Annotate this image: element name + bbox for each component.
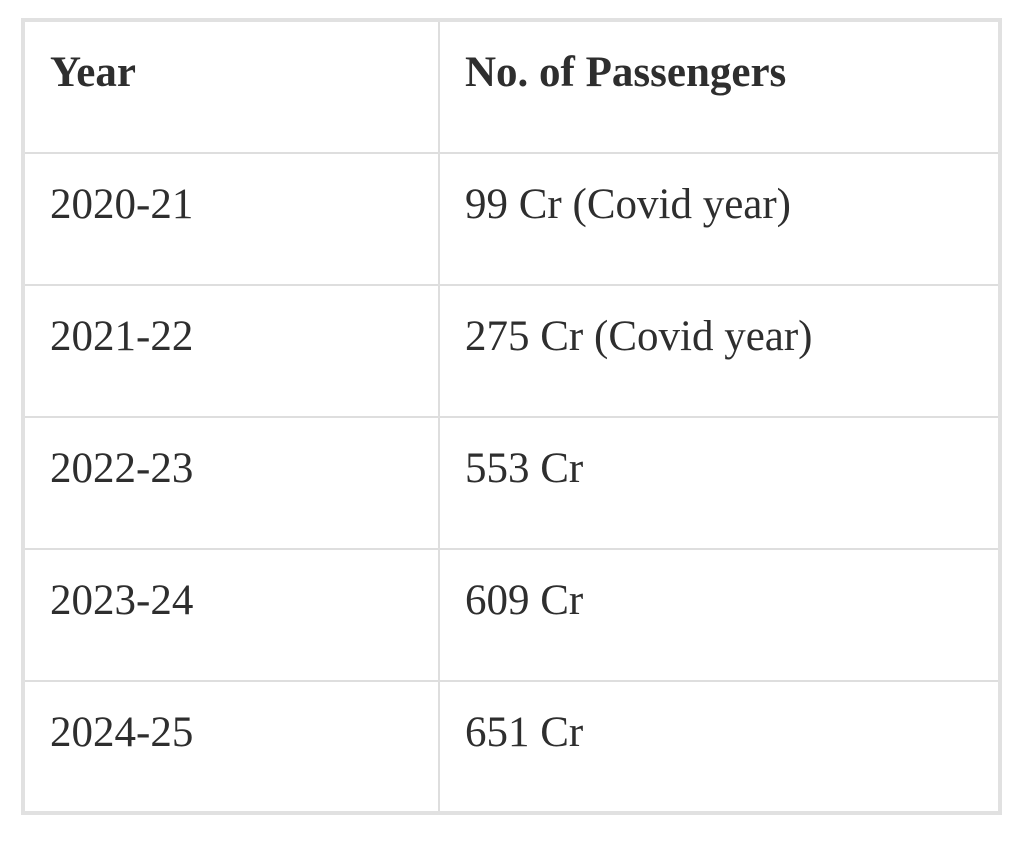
cell-passengers: 99 Cr (Covid year)	[438, 152, 1001, 286]
cell-year: 2021-22	[22, 284, 440, 418]
cell-passengers: 651 Cr	[438, 680, 1001, 814]
cell-year: 2020-21	[22, 152, 440, 286]
cell-year: 2024-25	[22, 680, 440, 814]
passengers-by-year-table: Year No. of Passengers 2020-21 99 Cr (Co…	[21, 18, 1002, 815]
cell-passengers: 275 Cr (Covid year)	[438, 284, 1001, 418]
cell-year: 2023-24	[22, 548, 440, 682]
table-row: 2020-21 99 Cr (Covid year)	[22, 152, 1001, 286]
table-header-row: Year No. of Passengers	[22, 19, 1001, 154]
table-row: 2023-24 609 Cr	[22, 548, 1001, 682]
cell-year: 2022-23	[22, 416, 440, 550]
table-row: 2022-23 553 Cr	[22, 416, 1001, 550]
column-header-passengers: No. of Passengers	[438, 19, 1001, 154]
cell-passengers: 553 Cr	[438, 416, 1001, 550]
table-row: 2024-25 651 Cr	[22, 680, 1001, 814]
cell-passengers: 609 Cr	[438, 548, 1001, 682]
table-row: 2021-22 275 Cr (Covid year)	[22, 284, 1001, 418]
column-header-year: Year	[22, 19, 440, 154]
